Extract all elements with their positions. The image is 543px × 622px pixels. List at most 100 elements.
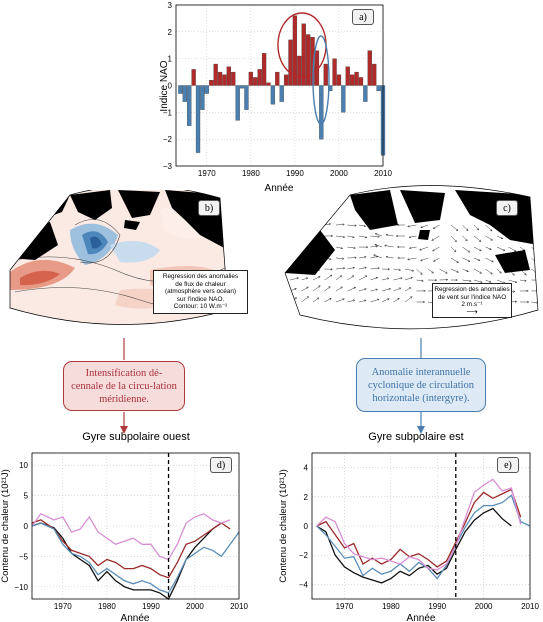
panel-e-grid bbox=[312, 453, 531, 599]
nao-bar bbox=[231, 71, 236, 86]
wind-arrow-head bbox=[526, 301, 529, 304]
wind-arrow-head bbox=[330, 274, 333, 277]
nao-bar bbox=[292, 15, 298, 86]
wind-arrow-head bbox=[468, 259, 471, 262]
panel-c-legend: Regression des anomalies de vent sur l'i… bbox=[432, 283, 512, 318]
wind-arrow bbox=[381, 298, 390, 303]
wind-arrow bbox=[473, 235, 482, 242]
wind-arrow-head bbox=[374, 244, 377, 247]
wind-arrow-head bbox=[343, 267, 346, 270]
wind-arrow bbox=[301, 223, 310, 226]
wind-arrow-head bbox=[364, 267, 367, 269]
wind-arrow bbox=[404, 268, 414, 272]
wind-arrow-head bbox=[489, 280, 492, 283]
wind-arrow-head bbox=[537, 226, 538, 229]
wind-arrow-head bbox=[363, 226, 366, 228]
wind-arrow-head bbox=[307, 296, 309, 299]
wind-arrow-head bbox=[423, 289, 426, 292]
nao-bar bbox=[341, 85, 346, 113]
wind-arrow-head bbox=[352, 266, 355, 268]
wind-arrow-head bbox=[342, 267, 346, 269]
wind-arrow bbox=[381, 288, 391, 292]
wind-arrow-head bbox=[341, 246, 343, 249]
wind-arrow-head bbox=[397, 246, 400, 249]
wind-arrow-head bbox=[387, 298, 390, 301]
wind-arrow bbox=[433, 224, 440, 229]
wind-arrow bbox=[439, 268, 448, 274]
panel-e-series-blue bbox=[316, 494, 531, 580]
wind-arrow-head bbox=[330, 234, 333, 237]
wind-arrow-head bbox=[384, 244, 387, 246]
panel-e-series-black bbox=[316, 507, 512, 584]
nao-bar bbox=[209, 79, 214, 86]
wind-arrow bbox=[384, 245, 394, 248]
panel-e-xtick-label: 1990 bbox=[428, 602, 446, 611]
wind-arrow-head bbox=[526, 289, 529, 292]
wind-arrow-head bbox=[377, 267, 380, 269]
wind-arrow bbox=[370, 256, 379, 259]
wind-arrow bbox=[462, 224, 469, 231]
wind-arrow bbox=[347, 275, 354, 281]
panel-d-series-blue bbox=[31, 522, 240, 594]
wind-arrow-head bbox=[491, 260, 494, 263]
wind-arrow bbox=[450, 224, 459, 231]
wind-arrow-head bbox=[512, 274, 515, 276]
wind-arrow-head bbox=[476, 229, 479, 231]
wind-arrow-head bbox=[422, 301, 425, 304]
wind-arrow-head bbox=[466, 238, 468, 241]
nao-bar bbox=[244, 85, 249, 110]
wind-arrow-head bbox=[407, 225, 410, 227]
panel-d-xtick-label: 1980 bbox=[98, 602, 116, 611]
nao-bar bbox=[323, 63, 328, 86]
wind-arrow-head bbox=[432, 226, 435, 229]
wind-arrow-head bbox=[408, 235, 411, 238]
wind-arrow bbox=[358, 267, 367, 270]
panel-a-ylabel: Indice NAO bbox=[159, 60, 170, 111]
wind-arrow-head bbox=[514, 249, 517, 252]
wind-arrow-head bbox=[387, 269, 390, 271]
wind-arrow-head bbox=[503, 281, 506, 284]
wind-arrow bbox=[373, 254, 383, 259]
wind-arrow-head bbox=[479, 249, 482, 251]
wind-arrow bbox=[370, 299, 380, 303]
panel-e-ytick-label: 2 bbox=[304, 493, 309, 502]
wind-arrow-head bbox=[433, 259, 435, 262]
nao-bar bbox=[200, 85, 205, 110]
panel-b-legend-line-2: de flux de chaleur bbox=[175, 280, 226, 288]
panel-b-legend: Regression des anomalies de flux de chal… bbox=[153, 270, 248, 314]
wind-arrow-head bbox=[455, 279, 458, 282]
panel-d-frame bbox=[31, 452, 240, 600]
panel-b-legend-line-5: Contour: 10 W.m⁻² bbox=[173, 303, 228, 311]
wind-arrow-head bbox=[296, 277, 299, 280]
wind-arrow-head bbox=[385, 234, 388, 237]
nao-bar bbox=[275, 71, 280, 86]
wind-arrow-head bbox=[329, 223, 331, 226]
nao-bar bbox=[204, 85, 209, 94]
panel-a-ytick-label: −3 bbox=[163, 162, 173, 171]
wind-arrow-head bbox=[469, 280, 472, 283]
nao-bar bbox=[235, 85, 240, 121]
wind-arrow-head bbox=[420, 259, 423, 261]
wind-arrow bbox=[370, 289, 378, 292]
wind-arrow-head bbox=[387, 277, 390, 279]
nao-bar bbox=[257, 69, 262, 86]
wind-arrow-head bbox=[294, 224, 297, 227]
panel-d-title: Gyre subpolaire ouest bbox=[82, 431, 190, 443]
wind-arrow-head bbox=[489, 247, 492, 250]
panel-a-frame bbox=[175, 4, 384, 167]
wind-arrow bbox=[312, 297, 320, 303]
panel-a-ytick-label: 2 bbox=[168, 28, 173, 37]
wind-arrow bbox=[381, 278, 390, 281]
panel-e-chart: Gyre subpolaire est 4 2 0 −2 −4 1970 1980 1990… bbox=[278, 431, 539, 622]
wind-arrow bbox=[404, 296, 413, 303]
wind-arrow-head bbox=[343, 235, 345, 238]
reference-arrow-icon: ⟶ bbox=[466, 306, 478, 316]
panel-d-series-red bbox=[31, 519, 231, 579]
wind-arrow-head bbox=[435, 278, 438, 281]
wind-arrow-head bbox=[364, 300, 367, 302]
nao-bar bbox=[270, 85, 276, 105]
panel-d-ytick-label: 10 bbox=[19, 461, 28, 470]
wind-arrow-head bbox=[514, 301, 517, 303]
nao-bar bbox=[367, 50, 372, 86]
panel-d-ytick-label: 0 bbox=[24, 522, 29, 531]
